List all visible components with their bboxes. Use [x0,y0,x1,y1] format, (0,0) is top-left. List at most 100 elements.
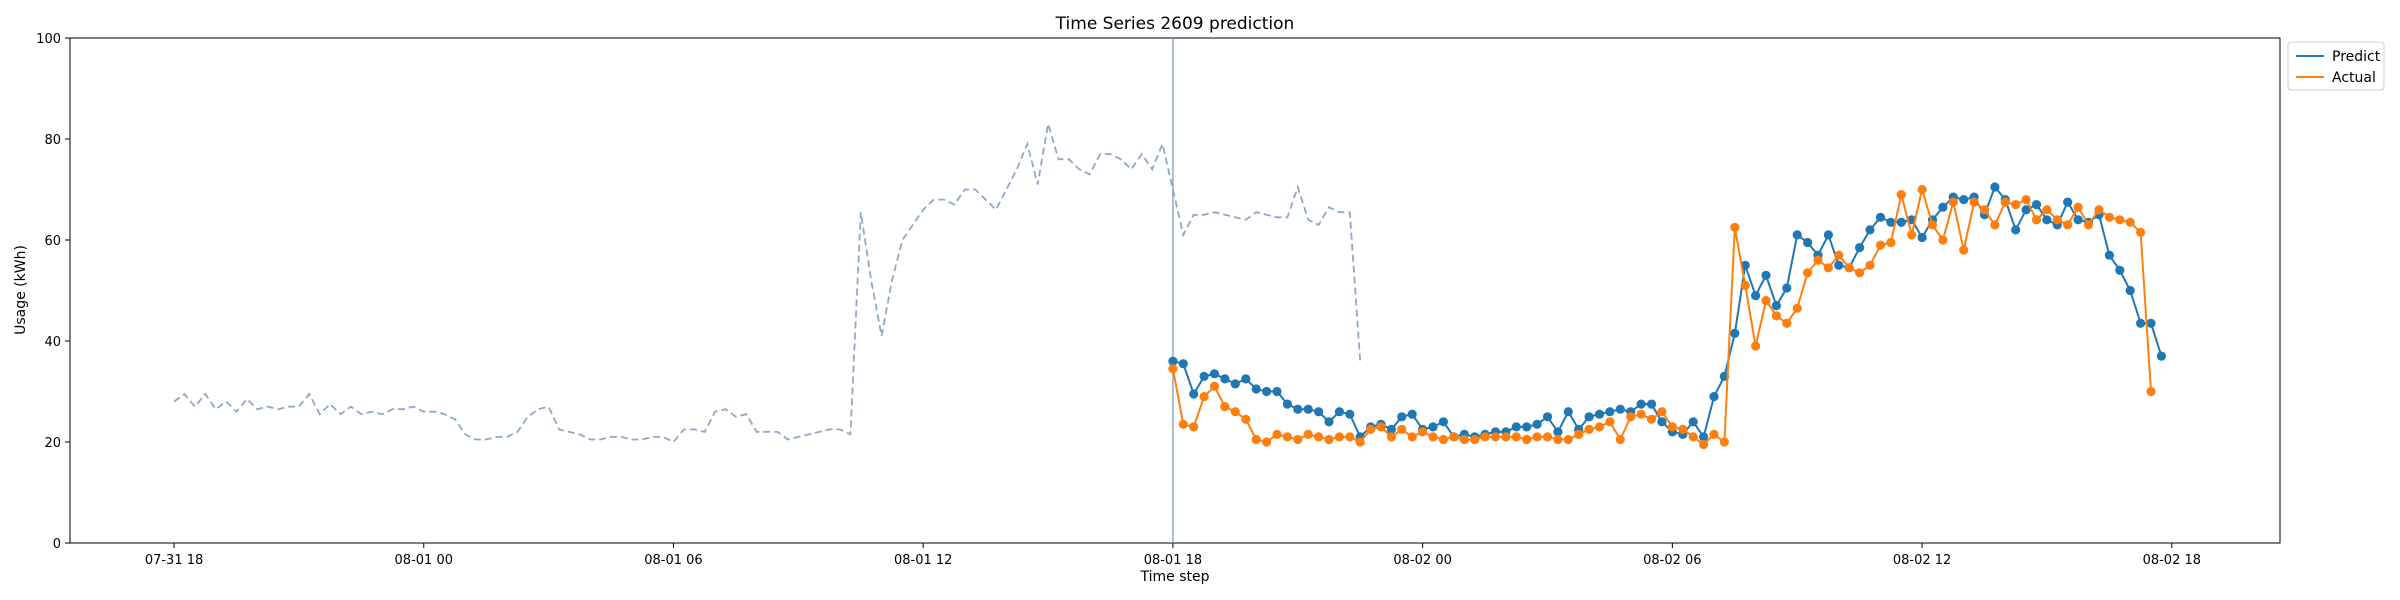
point-actual [1626,412,1636,422]
point-actual [1459,434,1469,445]
point-actual [1959,245,1969,255]
point-predict [1792,230,1802,240]
point-predict [2063,197,2073,207]
point-actual [1574,429,1584,439]
point-actual [1740,280,1750,290]
point-predict [1886,217,1896,227]
point-actual [1636,409,1646,419]
point-actual [1646,414,1657,424]
point-actual [1251,434,1261,445]
point-actual [1605,417,1615,427]
history-line [173,123,1362,444]
point-predict [1657,417,1667,427]
point-actual [1834,250,1844,260]
legend-label-predict: Predict [2332,49,2381,65]
point-actual [1376,422,1386,432]
point-actual [1907,230,1917,240]
point-predict [1646,399,1657,409]
point-actual [1428,432,1438,442]
point-actual [2073,202,2083,212]
point-predict [1855,243,1865,253]
point-actual [1730,222,1740,232]
point-predict [2104,250,2114,260]
x-axis: 07-31 18 08-01 00 08-01 06 08-01 12 08-01 18… [145,543,2201,568]
point-predict [1709,392,1719,402]
point-actual [2125,217,2135,227]
point-predict [1636,399,1646,409]
point-predict [1168,356,1178,366]
point-actual [1230,407,1240,417]
point-actual [1990,220,2000,230]
point-actual [1761,296,1771,306]
point-actual [2042,205,2052,215]
point-actual [1168,364,1178,374]
point-predict [1241,374,1251,384]
y-tick-label: 100 [36,32,61,47]
point-predict [1594,409,1605,419]
point-actual [1532,432,1542,442]
point-actual [1803,268,1813,278]
x-tick-label: 08-02 18 [2143,553,2201,568]
point-predict [1553,427,1563,437]
x-tick-label: 08-02 00 [1393,553,1451,568]
point-predict [1522,422,1532,432]
point-predict [1959,195,1969,205]
point-actual [1178,419,1188,429]
point-predict [2031,200,2042,210]
point-actual [1324,434,1334,445]
point-actual [1771,311,1781,321]
x-axis-label: Time step [1140,569,1210,585]
point-predict [1397,412,1407,422]
point-actual [1886,237,1896,248]
point-actual [1262,437,1272,447]
point-actual [1657,407,1667,417]
history-series [173,123,1362,444]
point-predict [1990,182,2000,192]
point-predict [1896,217,1906,227]
point-actual [1792,303,1802,313]
point-predict [1230,379,1240,389]
point-actual [1823,263,1833,273]
point-actual [1282,432,1292,442]
point-actual [1501,432,1511,442]
x-tick-label: 07-31 18 [145,553,203,568]
point-predict [1314,407,1324,417]
point-actual [1449,432,1459,442]
point-predict [2146,318,2156,328]
point-actual [1470,434,1480,445]
plot-area [69,37,2281,544]
point-actual [2031,215,2042,225]
point-actual [2094,205,2104,215]
point-predict [2156,351,2166,361]
point-predict [1782,283,1792,293]
point-predict [1386,424,1396,434]
point-actual [1407,432,1417,442]
point-predict [2042,215,2052,225]
point-actual [2021,195,2031,205]
y-axis: 0 20 40 60 80 100 [36,32,70,552]
point-actual [1303,429,1313,439]
prediction-series [1168,182,2166,450]
y-tick-label: 80 [44,133,61,148]
point-actual [1584,424,1594,434]
legend: Predict Actual [2287,41,2385,91]
point-predict [1428,422,1438,432]
point-actual [1709,429,1719,439]
point-predict [2073,215,2083,225]
point-actual [1938,235,1948,245]
y-tick-label: 60 [44,234,61,249]
point-predict [1771,301,1781,311]
point-predict [1938,202,1948,212]
x-tick-label: 08-01 18 [1144,553,1202,568]
point-predict [1605,407,1615,417]
point-actual [1334,432,1344,442]
x-tick-label: 08-01 06 [644,553,702,568]
point-actual [1688,432,1698,442]
point-predict [2136,318,2146,328]
point-predict [1865,225,1875,235]
point-predict [1584,412,1594,422]
point-actual [1667,422,1677,432]
point-actual [2083,220,2094,230]
point-actual [1345,432,1355,442]
point-actual [1699,439,1709,450]
